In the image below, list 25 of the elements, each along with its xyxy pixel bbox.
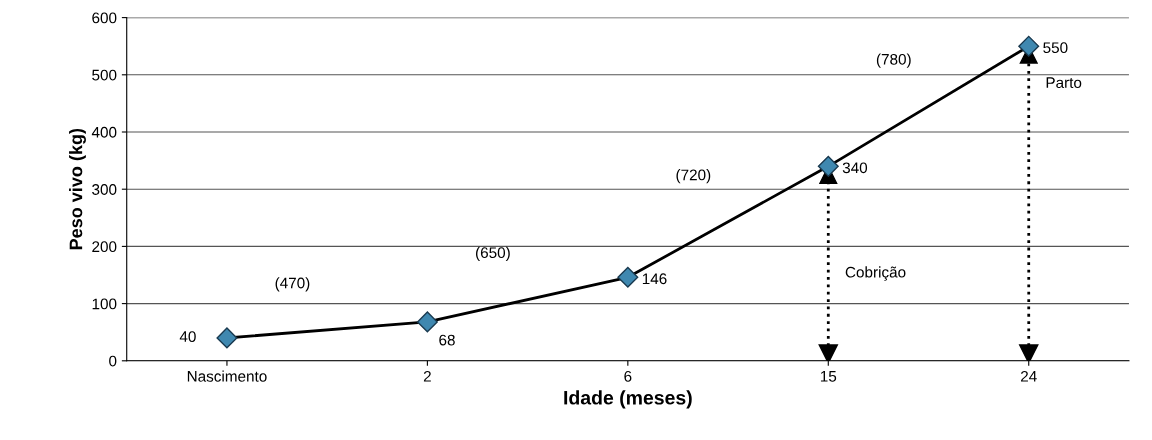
- x-tick-label: 24: [1021, 370, 1037, 382]
- annotation: (780): [876, 53, 911, 68]
- x-tick-label: 6: [624, 370, 632, 382]
- y-tick-label: 600: [92, 12, 117, 24]
- ref-line-label: Parto: [1046, 77, 1082, 89]
- annotation: (720): [676, 169, 711, 184]
- x-tick-label: 2: [423, 370, 431, 382]
- data-label: 550: [1043, 42, 1068, 54]
- y-tick-label: 300: [92, 184, 117, 195]
- annotation: (470): [275, 277, 310, 292]
- ref-line-label: Cobrição: [845, 266, 906, 281]
- annotation: (650): [476, 246, 510, 262]
- y-tick-label: 0: [109, 355, 117, 367]
- y-tick-label: 200: [92, 241, 117, 253]
- data-label: 40: [179, 331, 196, 343]
- data-label: 146: [642, 273, 667, 285]
- x-tick-label: Nascimento: [187, 370, 267, 382]
- x-tick-label: 15: [820, 371, 837, 382]
- y-tick-label: 100: [92, 298, 117, 310]
- data-label: 340: [842, 162, 868, 174]
- x-axis-title: Idade (meses): [564, 390, 692, 409]
- y-tick-label: 500: [92, 69, 117, 81]
- y-axis-title: Peso vivo (kg): [69, 128, 86, 250]
- y-tick-label: 400: [91, 126, 117, 138]
- data-label: 68: [439, 334, 455, 346]
